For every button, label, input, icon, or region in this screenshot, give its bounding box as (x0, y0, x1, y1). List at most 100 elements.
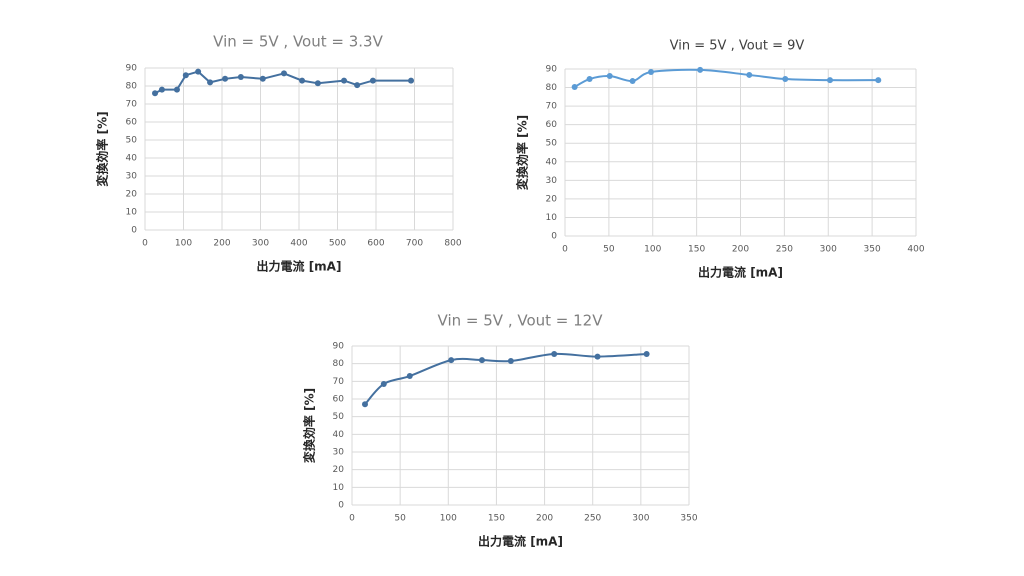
chart-title: Vin = 5V , Vout = 9V (670, 39, 805, 54)
y-tick-label: 40 (333, 430, 345, 440)
data-point (586, 76, 593, 83)
y-tick-label: 90 (126, 64, 138, 74)
y-tick-label: 20 (546, 194, 558, 204)
y-tick-label: 10 (126, 208, 138, 218)
y-axis-label: 変換効率 [%] (515, 115, 530, 190)
x-tick-label: 100 (644, 245, 661, 255)
x-tick-label: 0 (562, 245, 568, 255)
data-point (408, 77, 415, 84)
y-tick-label: 0 (338, 501, 344, 511)
data-point (314, 80, 321, 87)
y-tick-label: 80 (333, 359, 345, 369)
x-tick-label: 400 (907, 245, 924, 255)
data-point (875, 77, 882, 84)
data-point (207, 79, 214, 86)
x-tick-label: 150 (488, 514, 505, 524)
x-tick-label: 0 (349, 514, 355, 524)
y-tick-label: 10 (546, 213, 558, 223)
data-point (280, 70, 287, 77)
data-point (746, 71, 753, 78)
data-point (697, 66, 704, 73)
y-tick-label: 40 (126, 154, 138, 164)
data-point (571, 83, 578, 90)
data-point (237, 74, 244, 80)
x-tick-label: 200 (536, 514, 553, 524)
data-point (448, 357, 455, 364)
y-tick-label: 20 (333, 465, 345, 475)
x-tick-label: 300 (820, 245, 837, 255)
chart-title: Vin = 5V , Vout = 12V (438, 312, 604, 330)
x-tick-label: 50 (603, 245, 615, 255)
y-axis-label: 変換効率 [%] (302, 388, 317, 463)
y-tick-label: 90 (333, 342, 345, 352)
data-point (369, 77, 376, 84)
data-point (361, 401, 368, 408)
data-point (341, 77, 348, 84)
x-tick-label: 200 (732, 245, 749, 255)
y-tick-label: 10 (333, 483, 345, 493)
line (364, 352, 647, 405)
x-tick-label: 250 (584, 514, 601, 524)
y-tick-label: 70 (333, 377, 345, 387)
x-tick-label: 250 (776, 245, 793, 255)
y-tick-label: 60 (126, 118, 138, 128)
y-tick-label: 20 (126, 190, 138, 200)
data-point (380, 380, 387, 387)
x-tick-label: 100 (175, 239, 192, 249)
x-axis-label: 出力電流 [mA] (698, 265, 783, 280)
y-tick-label: 50 (333, 412, 345, 422)
x-tick-label: 600 (367, 239, 384, 249)
y-tick-label: 60 (333, 395, 345, 405)
x-tick-label: 0 (142, 239, 148, 249)
y-tick-label: 70 (126, 100, 138, 110)
y-tick-label: 80 (546, 83, 558, 93)
data-point (643, 350, 650, 357)
data-point (647, 68, 654, 75)
x-tick-label: 200 (213, 239, 230, 249)
data-point (782, 76, 789, 83)
data-point (507, 358, 514, 365)
data-point (152, 90, 159, 97)
y-tick-label: 30 (333, 448, 345, 458)
data-point (195, 68, 202, 75)
line (154, 70, 412, 95)
x-tick-label: 300 (632, 514, 649, 524)
chart-title: Vin = 5V , Vout = 3.3V (213, 33, 383, 51)
y-tick-label: 90 (546, 65, 558, 75)
y-tick-label: 30 (126, 172, 138, 182)
y-tick-label: 0 (131, 226, 137, 236)
x-tick-label: 350 (864, 245, 881, 255)
y-tick-label: 40 (546, 157, 558, 167)
data-point (478, 357, 485, 364)
x-tick-label: 100 (440, 514, 457, 524)
data-point (182, 72, 189, 79)
x-tick-label: 700 (406, 239, 423, 249)
data-point (406, 373, 413, 380)
x-tick-label: 350 (680, 514, 697, 524)
x-tick-label: 300 (252, 239, 269, 249)
x-tick-label: 500 (329, 239, 346, 249)
y-tick-label: 80 (126, 82, 138, 92)
data-point (259, 75, 266, 82)
data-point (551, 350, 558, 357)
y-tick-label: 60 (546, 120, 558, 130)
x-tick-label: 150 (688, 245, 705, 255)
data-point (594, 353, 601, 360)
data-point (629, 78, 636, 85)
x-axis-label: 出力電流 [mA] (478, 534, 563, 549)
data-point (173, 86, 180, 93)
x-tick-label: 800 (444, 239, 461, 249)
data-point (222, 75, 229, 82)
y-tick-label: 30 (546, 176, 558, 186)
data-point (158, 86, 165, 93)
y-tick-label: 50 (546, 139, 558, 149)
y-tick-label: 70 (546, 102, 558, 112)
x-axis-label: 出力電流 [mA] (257, 259, 342, 274)
x-tick-label: 50 (394, 514, 406, 524)
line (574, 68, 879, 88)
y-axis-label: 変換効率 [%] (95, 111, 110, 186)
data-point (606, 73, 613, 80)
data-point (827, 77, 834, 84)
y-tick-label: 50 (126, 136, 138, 146)
